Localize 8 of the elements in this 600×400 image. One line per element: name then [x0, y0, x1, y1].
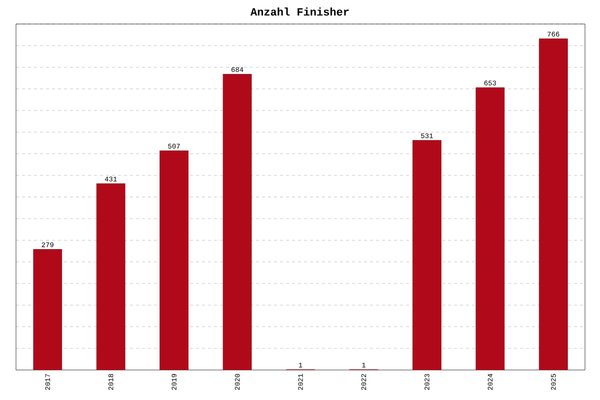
bar [96, 183, 126, 370]
bar [222, 74, 252, 370]
bar [412, 140, 442, 370]
chart-title: Anzahl Finisher [250, 8, 349, 16]
bar [33, 249, 62, 370]
bar [538, 38, 568, 370]
bar [476, 87, 505, 370]
bar [160, 150, 188, 370]
